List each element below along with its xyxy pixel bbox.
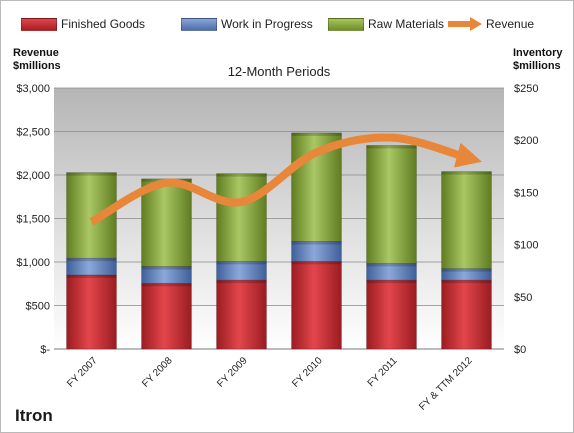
legend-swatch-revenue bbox=[448, 17, 482, 31]
bar-cap-work-in-progress-1 bbox=[141, 266, 192, 270]
legend-swatch-finished-goods bbox=[21, 18, 57, 31]
company-name: Itron bbox=[15, 406, 53, 425]
bar-cap-work-in-progress-3 bbox=[291, 241, 342, 245]
left-tick-label-2: $1,000 bbox=[16, 257, 50, 269]
right-axis-title-line-1: Inventory bbox=[513, 47, 563, 59]
x-tick-label-5: FY & TTM 2012 bbox=[417, 355, 475, 413]
legend-label-revenue: Revenue bbox=[486, 17, 535, 31]
chart-title: 12-Month Periods bbox=[228, 64, 331, 79]
bar-cap-finished-goods-2 bbox=[216, 280, 267, 284]
legend-label-raw-materials: Raw Materials bbox=[368, 17, 445, 31]
x-tick-label-0: FY 2007 bbox=[65, 355, 100, 390]
x-tick-label-3: FY 2010 bbox=[290, 355, 325, 390]
bar-cap-raw-materials-5 bbox=[441, 171, 492, 175]
legend-label-work-in-progress: Work in Progress bbox=[221, 17, 313, 31]
bar-finished-goods-1 bbox=[141, 282, 192, 350]
bar-raw-materials-1 bbox=[141, 178, 192, 267]
x-tick-label-2: FY 2009 bbox=[215, 355, 250, 390]
bar-finished-goods-3 bbox=[291, 261, 342, 350]
bar-cap-work-in-progress-5 bbox=[441, 268, 492, 272]
bar-cap-raw-materials-4 bbox=[366, 145, 417, 149]
bar-cap-raw-materials-0 bbox=[66, 172, 117, 176]
right-axis-title: Inventory $millions bbox=[513, 47, 563, 73]
right-tick-label-3: $150 bbox=[514, 187, 538, 199]
legend-swatch-work-in-progress bbox=[181, 18, 217, 31]
x-tick-label-1: FY 2008 bbox=[140, 355, 175, 390]
bar-cap-raw-materials-2 bbox=[216, 173, 267, 177]
bar-raw-materials-4 bbox=[366, 145, 417, 264]
bar-cap-finished-goods-0 bbox=[66, 274, 117, 278]
legend-label-finished-goods: Finished Goods bbox=[61, 17, 146, 31]
bar-cap-raw-materials-3 bbox=[291, 132, 342, 136]
bar-finished-goods-2 bbox=[216, 279, 267, 350]
legend: Finished Goods Work in Progress Raw Mate… bbox=[21, 15, 561, 33]
left-axis-title-line-2: $millions bbox=[13, 60, 61, 72]
bar-finished-goods-0 bbox=[66, 274, 117, 350]
right-tick-label-5: $250 bbox=[514, 83, 538, 95]
left-tick-label-6: $3,000 bbox=[16, 83, 50, 95]
legend-swatch-raw-materials bbox=[328, 18, 364, 31]
left-tick-label-1: $500 bbox=[26, 301, 50, 313]
bar-cap-work-in-progress-2 bbox=[216, 261, 267, 265]
x-tick-label-4: FY 2011 bbox=[366, 355, 400, 389]
bar-cap-finished-goods-5 bbox=[441, 280, 492, 284]
right-tick-label-0: $0 bbox=[514, 344, 526, 356]
left-axis-title-line-1: Revenue bbox=[13, 47, 59, 59]
right-axis-title-line-2: $millions bbox=[513, 60, 561, 72]
revenue-line bbox=[89, 133, 482, 226]
right-tick-label-2: $100 bbox=[514, 240, 538, 252]
left-tick-label-3: $1,500 bbox=[16, 214, 50, 226]
left-tick-label-5: $2,500 bbox=[16, 127, 50, 139]
left-tick-label-0: $- bbox=[40, 344, 50, 356]
right-tick-label-1: $50 bbox=[514, 292, 532, 304]
bar-cap-finished-goods-3 bbox=[291, 261, 342, 265]
bar-cap-finished-goods-1 bbox=[141, 283, 192, 287]
bar-cap-finished-goods-4 bbox=[366, 280, 417, 284]
bar-finished-goods-5 bbox=[441, 279, 492, 350]
bar-work-in-progress-3 bbox=[291, 241, 342, 262]
right-tick-label-4: $200 bbox=[514, 135, 538, 147]
bar-finished-goods-4 bbox=[366, 279, 417, 350]
left-tick-label-4: $2,000 bbox=[16, 170, 50, 182]
bar-raw-materials-5 bbox=[441, 171, 492, 269]
bar-raw-materials-2 bbox=[216, 173, 267, 262]
bar-cap-work-in-progress-4 bbox=[366, 263, 417, 267]
left-axis-title: Revenue $millions bbox=[13, 47, 61, 73]
bar-cap-work-in-progress-0 bbox=[66, 258, 117, 262]
